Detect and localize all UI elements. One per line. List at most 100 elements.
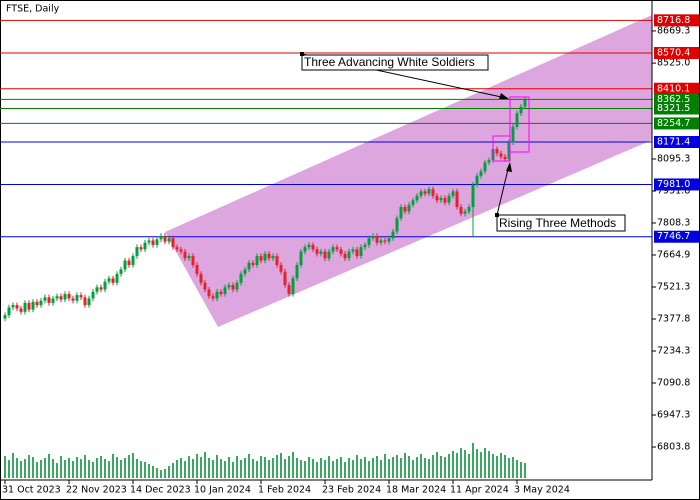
volume-bar [268, 460, 270, 478]
candle-body [215, 291, 219, 299]
volume-bar [500, 453, 502, 478]
candle-body [335, 247, 339, 250]
x-tick-label: 3 May 2024 [514, 485, 570, 496]
candle-body [63, 293, 67, 300]
level-label: 8171.4 [657, 136, 690, 147]
volume-bar [160, 470, 162, 478]
candle-body [79, 295, 83, 298]
x-tick-label: 22 Nov 2023 [66, 485, 127, 496]
y-tick-label: 6947.3 [657, 410, 690, 421]
volume-bar [292, 452, 294, 478]
volume-bar [524, 463, 526, 478]
candle-body [239, 273, 243, 283]
volume-bar [80, 459, 82, 478]
volume-bar [224, 461, 226, 478]
candle-body [363, 244, 367, 248]
volume-bar [280, 453, 282, 478]
candle-body [147, 240, 151, 243]
volume-bar [476, 449, 478, 478]
volume-bar [40, 460, 42, 478]
candle-body [479, 171, 483, 176]
volume-bar [192, 459, 194, 478]
candle-body [367, 238, 371, 245]
candle-body [175, 247, 179, 250]
chart-title: FTSE, Daily [6, 4, 60, 15]
candle-body [23, 302, 27, 312]
price-channel [165, 15, 652, 327]
volume-bar [256, 461, 258, 478]
volume-bar [424, 458, 426, 478]
volume-bar [140, 461, 142, 478]
candle-body [503, 156, 507, 160]
volume-bar [384, 454, 386, 478]
candle-body [379, 240, 383, 243]
volume-bar [124, 458, 126, 478]
candle-body [27, 302, 31, 310]
volume-bar [440, 456, 442, 478]
volume-bar [48, 454, 50, 478]
volume-bar [100, 456, 102, 478]
candle-body [283, 271, 287, 286]
candle-body [511, 126, 515, 143]
candle-body [11, 305, 15, 308]
candle-body [247, 262, 251, 270]
candle-body [311, 244, 315, 250]
candle-body [475, 175, 479, 185]
candle-body [43, 297, 47, 301]
candle-body [499, 153, 503, 157]
candle-body [207, 289, 211, 297]
volume-bar [36, 462, 38, 478]
x-tick-label: 10 Jan 2024 [194, 485, 251, 496]
volume-bar [468, 454, 470, 478]
volume-bar [216, 455, 218, 478]
y-tick-label: 7234.3 [657, 346, 690, 357]
y-tick-label: 7951.8 [657, 185, 690, 196]
volume-bar [108, 461, 110, 478]
level-label-box [654, 14, 699, 27]
candle-body [107, 278, 111, 282]
volume-bar [408, 456, 410, 478]
candle-body [3, 315, 7, 319]
level-label: 8570.4 [657, 47, 690, 58]
volume-bar [52, 459, 54, 478]
candle-body [315, 249, 319, 254]
candle-body [7, 307, 11, 316]
candle-body [391, 231, 395, 239]
volume-bar [220, 459, 222, 478]
volume-bar [520, 462, 522, 478]
candle-body [371, 235, 375, 239]
candle-body [55, 296, 59, 299]
volume-bar [248, 454, 250, 478]
plot-layer: 8669.3 8525.0 8095.3 7951.8 7808.3 7664.9 7521… [0, 14, 699, 496]
candle-body [459, 206, 463, 214]
volume-bar [512, 457, 514, 478]
volume-bar [312, 459, 314, 478]
volume-bar [348, 458, 350, 478]
volume-bar [444, 457, 446, 478]
volume-bar [324, 460, 326, 478]
volume-bar [360, 459, 362, 478]
volume-bar [352, 460, 354, 478]
candle-body [159, 235, 163, 240]
volume-bar [88, 460, 90, 478]
candle-body [347, 251, 351, 259]
candle-body [267, 253, 271, 259]
volume-bar [116, 457, 118, 478]
candle-body [243, 269, 247, 274]
candle-body [227, 285, 231, 288]
candle-body [387, 238, 391, 242]
volume-bar [496, 456, 498, 478]
volume-bar [320, 458, 322, 478]
candle-body [419, 191, 423, 196]
volume-bar [368, 461, 370, 478]
volume-bar [376, 456, 378, 478]
annotations: Three Advancing White Soldiers Rising Th… [300, 52, 626, 232]
candle-body [135, 247, 139, 257]
volume-bar [356, 455, 358, 478]
y-tick-label: 7377.8 [657, 314, 690, 325]
candle-body [231, 285, 235, 290]
volume-bar [432, 455, 434, 478]
volume-bar [296, 458, 298, 478]
anchor-point [300, 52, 304, 56]
candle-body [31, 301, 35, 310]
